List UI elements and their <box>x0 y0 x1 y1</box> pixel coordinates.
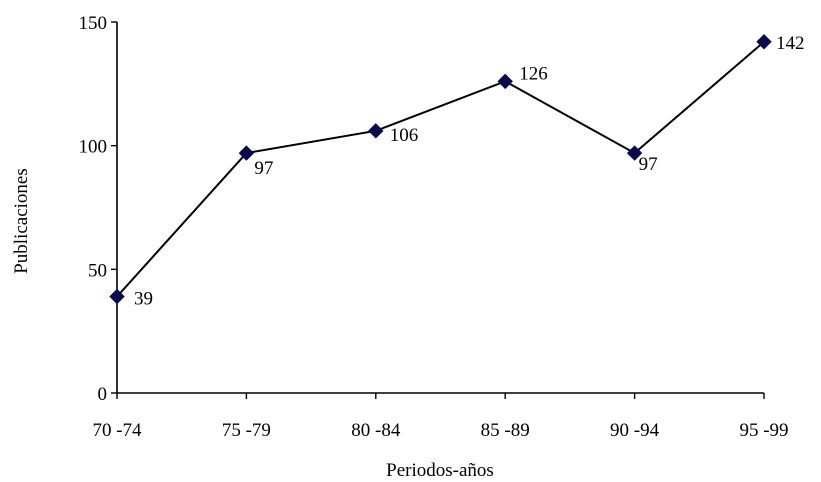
x-tick-label: 70 -74 <box>92 420 142 441</box>
y-tick-label: 0 <box>98 384 108 405</box>
series-layer <box>109 34 772 305</box>
x-axis-title: Periodos-años <box>386 460 494 481</box>
data-point-marker <box>497 73 513 90</box>
data-label: 142 <box>776 33 805 54</box>
data-label: 97 <box>254 158 273 179</box>
data-label: 106 <box>390 125 419 146</box>
data-label: 39 <box>134 289 153 310</box>
data-point-marker <box>626 145 643 161</box>
data-label: 97 <box>639 154 658 175</box>
data-point-marker <box>368 123 384 139</box>
x-ticks: 70 -74 75 -79 80 -84 85 -89 90 -94 95 -99 <box>92 393 789 441</box>
x-tick-label: 85 -89 <box>481 420 530 441</box>
y-tick-label: 100 <box>79 137 108 158</box>
series-line <box>116 41 765 298</box>
x-tick-label: 75 -79 <box>222 420 271 441</box>
data-label: 126 <box>519 63 548 84</box>
y-axis-title: Publicaciones <box>11 168 32 274</box>
x-tick-label: 90 -94 <box>610 420 660 441</box>
data-point-marker <box>756 34 772 50</box>
y-ticks: 0 50 100 150 <box>79 13 117 405</box>
x-tick-label: 95 -99 <box>739 420 788 441</box>
data-point-marker <box>109 288 125 305</box>
data-labels: 39 97 106 126 97 142 <box>134 33 805 310</box>
x-tick-label: 80 -84 <box>351 420 401 441</box>
y-tick-label: 150 <box>79 13 108 34</box>
y-tick-label: 50 <box>88 260 107 281</box>
data-point-marker <box>238 145 255 161</box>
